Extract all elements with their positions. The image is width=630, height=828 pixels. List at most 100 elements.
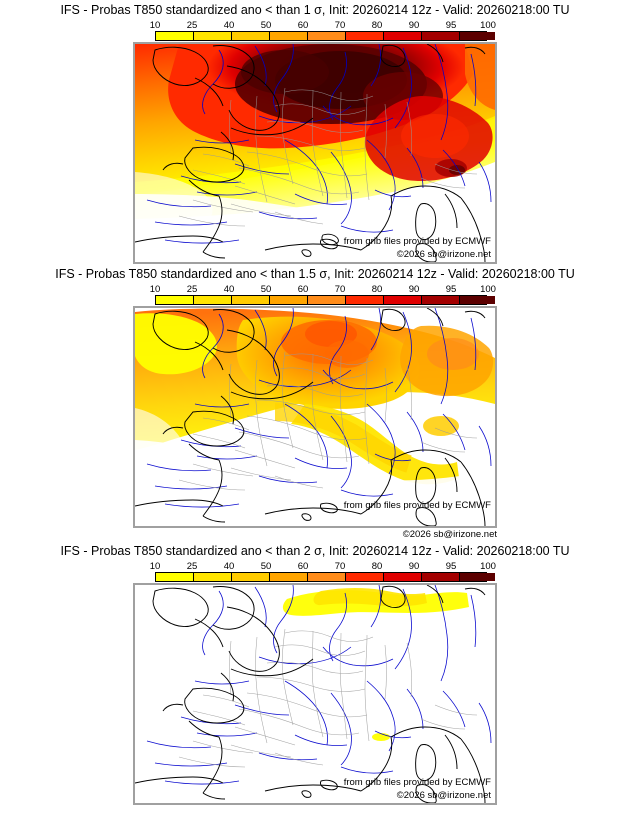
cbar3-seg-70-80 [346, 573, 384, 581]
cbar3-tick-10: 10 [149, 561, 161, 572]
cbar3-seg-80-90 [384, 573, 422, 581]
cbar2-tick-60: 60 [297, 284, 309, 295]
map-1-geography [135, 44, 492, 262]
map-2-svg [135, 308, 495, 526]
cbar-tick-25: 25 [186, 20, 198, 31]
panel-3-colorbar-scale [155, 572, 495, 582]
cbar-tick-100: 100 [480, 20, 496, 31]
cbar-seg-10-25 [156, 32, 194, 40]
cbar2-seg-10-25 [156, 296, 194, 304]
cbar-tick-50: 50 [260, 20, 272, 31]
coastline-layer [135, 44, 486, 262]
cbar2-tick-10: 10 [149, 284, 161, 295]
cbar2-tick-50: 50 [260, 284, 272, 295]
cbar-tick-70: 70 [334, 20, 346, 31]
cbar-tick-40: 40 [223, 20, 235, 31]
panel-1-colorbar-ticks: 10 25 40 50 60 70 80 90 95 100 [0, 20, 630, 32]
cbar2-tick-25: 25 [186, 284, 198, 295]
panel-3-title: IFS - Probas T850 standardized ano < tha… [60, 544, 570, 558]
cbar-tick-60: 60 [297, 20, 309, 31]
forecast-panel-2: IFS - Probas T850 standardized ano < tha… [0, 264, 630, 541]
cbar3-tick-100: 100 [480, 561, 496, 572]
cbar2-seg-90-95 [422, 296, 460, 304]
cbar-tick-90: 90 [408, 20, 420, 31]
panel-3-colorbar-ticks: 10 25 40 50 60 70 80 90 95 100 [0, 561, 630, 573]
panel-1-credit-source: from grib files provided by ECMWF [343, 236, 491, 247]
cbar2-tick-80: 80 [371, 284, 383, 295]
cbar2-tick-70: 70 [334, 284, 346, 295]
cbar-seg-90-95 [422, 32, 460, 40]
coastline-layer-3 [135, 585, 486, 803]
cbar-tick-80: 80 [371, 20, 383, 31]
cbar3-tick-25: 25 [186, 561, 198, 572]
rivers-layer-2 [146, 308, 492, 508]
panel-3-colorbar: 10 25 40 50 60 70 80 90 95 100 [0, 561, 630, 583]
cbar2-tick-100: 100 [480, 284, 496, 295]
panel-2-title-row: IFS - Probas T850 standardized ano < tha… [0, 264, 630, 284]
map-1-shading [135, 44, 495, 262]
panel-1-title: IFS - Probas T850 standardized ano < tha… [60, 3, 570, 17]
map-panel-2[interactable]: from grib files provided by ECMWF [133, 306, 497, 528]
cbar-tick-95: 95 [445, 20, 457, 31]
forecast-panel-1: IFS - Probas T850 standardized ano < tha… [0, 0, 630, 264]
panel-3-credit-copyright: ©2026 sb@irizone.net [396, 790, 491, 801]
panel-3-title-row: IFS - Probas T850 standardized ano < tha… [0, 541, 630, 561]
coastline-layer-2 [135, 308, 486, 526]
cbar2-seg-95-100 [460, 296, 495, 304]
panel-2-credit-row: ©2026 sb@irizone.net [0, 528, 630, 541]
panel-2-title: IFS - Probas T850 standardized ano < tha… [55, 267, 575, 281]
cbar3-seg-50-60 [270, 573, 308, 581]
cbar3-tick-50: 50 [260, 561, 272, 572]
cbar3-tick-80: 80 [371, 561, 383, 572]
cbar3-seg-95-100 [460, 573, 495, 581]
cbar-seg-25-40 [194, 32, 232, 40]
panel-2-colorbar-ticks: 10 25 40 50 60 70 80 90 95 100 [0, 284, 630, 296]
cbar2-seg-25-40 [194, 296, 232, 304]
cbar2-tick-95: 95 [445, 284, 457, 295]
panel-2-credit-copyright: ©2026 sb@irizone.net [402, 529, 497, 540]
admin-borders-layer-2 [178, 351, 478, 491]
admin-borders-layer [178, 87, 478, 227]
cbar3-seg-25-40 [194, 573, 232, 581]
panel-1-colorbar: 10 25 40 50 60 70 80 90 95 100 [0, 20, 630, 42]
panel-3-credit-source: from grib files provided by ECMWF [343, 777, 491, 788]
cbar-seg-70-80 [346, 32, 384, 40]
cbar2-tick-40: 40 [223, 284, 235, 295]
cbar-seg-60-70 [308, 32, 346, 40]
cbar3-tick-90: 90 [408, 561, 420, 572]
cbar-seg-40-50 [232, 32, 270, 40]
map-3-svg [135, 585, 492, 803]
panel-1-credit-copyright: ©2026 sb@irizone.net [396, 249, 491, 260]
cbar2-tick-90: 90 [408, 284, 420, 295]
map-2-shading [135, 308, 495, 526]
cbar3-seg-90-95 [422, 573, 460, 581]
forecast-panel-3: IFS - Probas T850 standardized ano < tha… [0, 541, 630, 805]
cbar2-seg-70-80 [346, 296, 384, 304]
cbar3-tick-95: 95 [445, 561, 457, 572]
cbar-tick-10: 10 [149, 20, 161, 31]
map-3-geography [135, 585, 492, 803]
admin-borders-layer-3 [178, 628, 478, 768]
panel-2-credit-source: from grib files provided by ECMWF [343, 500, 491, 511]
cbar3-tick-40: 40 [223, 561, 235, 572]
panel-2-colorbar: 10 25 40 50 60 70 80 90 95 100 [0, 284, 630, 306]
panel-2-colorbar-scale [155, 295, 495, 305]
panel-1-title-row: IFS - Probas T850 standardized ano < tha… [0, 0, 630, 20]
cbar2-seg-80-90 [384, 296, 422, 304]
cbar3-seg-60-70 [308, 573, 346, 581]
cbar2-seg-60-70 [308, 296, 346, 304]
cbar3-tick-60: 60 [297, 561, 309, 572]
map-2-geography [135, 308, 492, 526]
map-1-small-islands [321, 233, 339, 246]
map-3-shading [282, 588, 469, 741]
cbar2-seg-50-60 [270, 296, 308, 304]
cbar-seg-50-60 [270, 32, 308, 40]
map-panel-1[interactable]: from grib files provided by ECMWF ©2026 … [133, 42, 497, 264]
map-1-svg [135, 44, 495, 262]
cbar3-tick-70: 70 [334, 561, 346, 572]
cbar-seg-80-90 [384, 32, 422, 40]
rivers-layer [146, 44, 492, 244]
map-panel-3[interactable]: from grib files provided by ECMWF ©2026 … [133, 583, 497, 805]
cbar2-seg-40-50 [232, 296, 270, 304]
panel-1-colorbar-scale [155, 31, 495, 41]
